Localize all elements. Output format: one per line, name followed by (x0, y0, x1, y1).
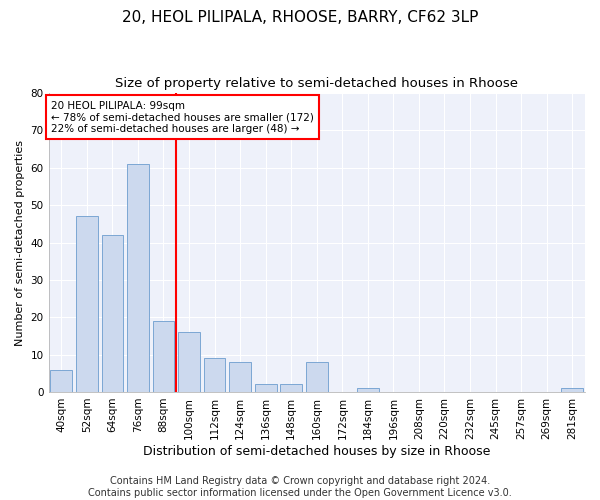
Bar (204, 358, 226, 392)
Bar (152, 321, 175, 392)
Bar (76, 216, 98, 392)
Text: 20 HEOL PILIPALA: 99sqm
← 78% of semi-detached houses are smaller (172)
22% of s: 20 HEOL PILIPALA: 99sqm ← 78% of semi-de… (51, 100, 314, 134)
Bar (357, 388, 379, 392)
Bar (280, 384, 302, 392)
Y-axis label: Number of semi-detached properties: Number of semi-detached properties (15, 140, 25, 346)
Text: 20, HEOL PILIPALA, RHOOSE, BARRY, CF62 3LP: 20, HEOL PILIPALA, RHOOSE, BARRY, CF62 3… (122, 10, 478, 25)
Bar (255, 384, 277, 392)
Bar (306, 362, 328, 392)
Bar (127, 164, 149, 392)
Bar (229, 362, 251, 392)
Title: Size of property relative to semi-detached houses in Rhoose: Size of property relative to semi-detach… (115, 78, 518, 90)
Bar (101, 235, 123, 392)
Bar (178, 332, 200, 392)
Bar (562, 388, 583, 392)
Text: Contains HM Land Registry data © Crown copyright and database right 2024.
Contai: Contains HM Land Registry data © Crown c… (88, 476, 512, 498)
X-axis label: Distribution of semi-detached houses by size in Rhoose: Distribution of semi-detached houses by … (143, 444, 490, 458)
Bar (50, 370, 72, 392)
